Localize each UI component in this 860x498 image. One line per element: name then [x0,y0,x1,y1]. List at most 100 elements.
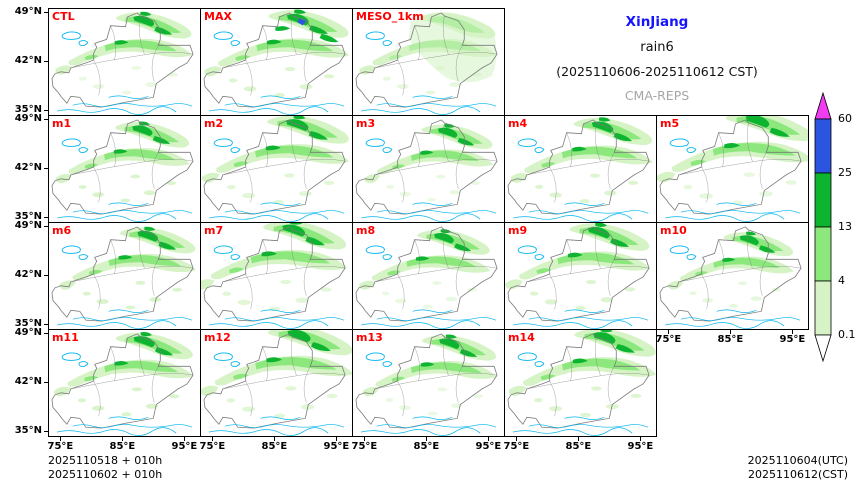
precip-field [359,229,491,309]
province-boundary [355,119,498,215]
lon-tick-label: 95°E [779,334,806,345]
lakes-icon [213,138,241,153]
lakes-icon [61,138,89,153]
footer-valid-times: 2025110604(UTC) 2025110612(CST) [748,454,848,482]
rivers-icon [208,416,345,436]
panel-map [51,226,197,329]
panel-max: MAX [200,8,353,116]
lat-tick-label: 42°N [14,376,42,387]
colorbar-bar [814,91,832,363]
panel-label: m6 [52,224,72,237]
precip-field [505,223,651,311]
lat-tick-label: 49°N [14,6,42,17]
colorbar-level-label: 60 [838,112,852,125]
panel-map [201,116,350,222]
panel-label: m1 [52,117,72,130]
lon-tick-label: 75°E [503,441,530,452]
lon-tick-label: 75°E [199,441,226,452]
panel-map [355,226,498,329]
lat-tick-mark [44,168,48,169]
panel-m5: m5 [656,115,809,223]
lat-tick-mark [44,431,48,432]
lon-tick-label: 85°E [717,334,744,345]
panel-map [505,223,651,329]
province-boundary [659,226,802,322]
panel-m1: m1 [48,115,201,223]
lon-tick-label: 85°E [413,441,440,452]
colorbar [812,91,860,372]
rivers-icon [360,309,497,329]
valid-period: (2025110606-2025110612 CST) [556,64,758,79]
rivers-icon [664,202,801,222]
lat-tick-mark [44,110,48,111]
precip-field [668,231,794,308]
lon-tick-mark [60,437,62,441]
precip-field [510,117,653,204]
panel-map [201,223,347,329]
panel-label: MAX [204,10,232,23]
lon-tick-label: 85°E [565,441,592,452]
panel-label: CTL [52,10,75,23]
precip-field [362,334,497,416]
rivers-icon [512,202,649,222]
lon-tick-mark [730,330,732,334]
lat-tick-label: 35°N [14,318,42,329]
colorbar-level-label: 25 [838,166,852,179]
panel-m9: m9 [504,222,657,330]
province-boundary [203,333,346,429]
lakes-icon [365,31,393,46]
rivers-icon [360,95,497,115]
panel-meso_1km: MESO_1km [352,8,505,116]
lakes-icon [213,352,241,367]
panel-map [355,333,498,436]
precip-field [54,332,194,417]
lat-tick-label: 49°N [14,113,42,124]
lat-tick-mark [44,12,48,13]
lat-tick-label: 42°N [14,162,42,173]
lon-tick-mark [184,437,186,441]
lakes-icon [61,245,89,260]
panel-label: m8 [356,224,376,237]
lat-tick-mark [44,226,48,227]
panel-map [203,9,350,115]
lat-tick-mark [44,119,48,120]
panel-map [51,119,194,222]
panel-label: m3 [356,117,376,130]
panel-map [507,117,653,222]
panel-m11: m11 [48,329,201,437]
panel-m14: m14 [504,329,657,437]
valid-time-cst: 2025110612(CST) [748,468,848,481]
lon-tick-label: 75°E [351,441,378,452]
init-time-line-1: 2025110518 + 010h [48,454,163,467]
panel-label: MESO_1km [356,10,424,23]
panel-label: m9 [508,224,528,237]
province-boundary [507,119,650,215]
panel-ctl: CTL [48,8,201,116]
panel-m4: m4 [504,115,657,223]
rivers-icon [56,95,193,115]
precip-field [201,330,352,418]
panel-map [51,332,194,436]
panel-label: m2 [204,117,224,130]
province-boundary [51,226,194,322]
province-boundary [51,12,194,108]
province-boundary [507,333,650,429]
lon-tick-mark [212,437,214,441]
panel-label: m11 [52,331,79,344]
lakes-icon [213,31,241,46]
lat-tick-label: 35°N [14,104,42,115]
panel-map [51,11,194,115]
footer-init-times: 2025110518 + 010h 2025110602 + 010h [48,454,162,482]
lakes-icon [61,352,89,367]
panel-map [659,226,802,329]
lakes-icon [365,138,393,153]
panel-m6: m6 [48,222,201,330]
lat-tick-label: 42°N [14,269,42,280]
panel-m3: m3 [352,115,505,223]
lon-tick-mark [122,437,124,441]
lon-tick-mark [668,330,670,334]
lon-tick-mark [640,437,642,441]
precip-field [201,116,350,205]
panel-label: m14 [508,331,535,344]
lakes-icon [517,138,545,153]
